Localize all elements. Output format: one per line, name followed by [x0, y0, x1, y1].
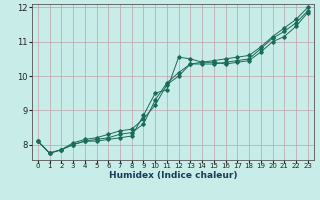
X-axis label: Humidex (Indice chaleur): Humidex (Indice chaleur): [108, 171, 237, 180]
